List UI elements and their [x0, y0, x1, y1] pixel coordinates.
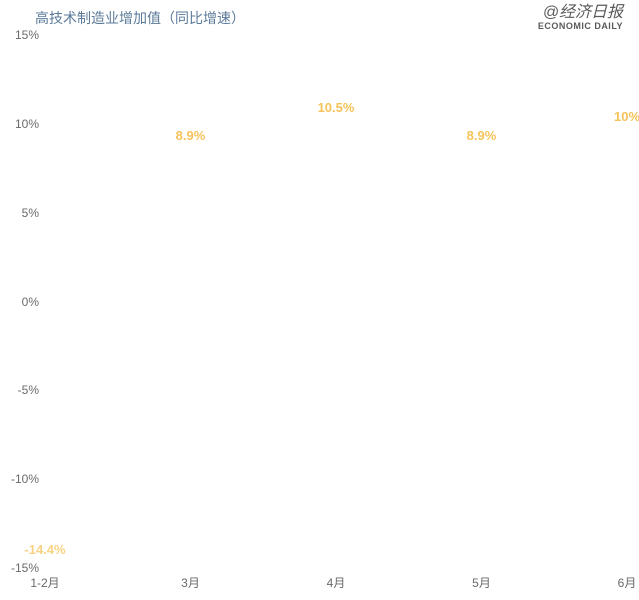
gridline [45, 124, 627, 125]
gridline [45, 390, 627, 391]
x-tick-label: 3月 [181, 574, 200, 591]
y-tick-label: 15% [15, 28, 39, 42]
x-tick-label: 4月 [327, 574, 346, 591]
y-tick-label: -5% [18, 383, 39, 397]
y-tick-label: -15% [11, 561, 39, 575]
data-point-label: 8.9% [467, 128, 497, 143]
data-point-label: 10% [614, 109, 639, 124]
y-tick-label: 0% [22, 295, 39, 309]
data-point-label: 8.9% [176, 128, 206, 143]
watermark-en-text: ECONOMIC DAILY [538, 22, 623, 32]
chart-title: 高技术制造业增加值（同比增速） [35, 8, 245, 28]
y-tick-label: -10% [11, 472, 39, 486]
gridline [45, 568, 627, 569]
y-tick-label: 5% [22, 206, 39, 220]
y-tick-label: 10% [15, 117, 39, 131]
gridline [45, 302, 627, 303]
x-tick-label: 5月 [472, 574, 491, 591]
data-point-label: -14.4% [24, 542, 65, 557]
watermark: @经济日报 ECONOMIC DAILY [538, 4, 623, 31]
x-tick-label: 1-2月 [30, 574, 59, 591]
watermark-cn-text: @经济日报 [538, 4, 623, 22]
plot-area: 15%10%5%0%-5%-10%-15%1-2月3月4月5月6月-14.4%8… [45, 35, 627, 568]
gridline [45, 479, 627, 480]
x-tick-label: 6月 [618, 574, 637, 591]
data-point-label: 10.5% [318, 100, 355, 115]
gridline [45, 213, 627, 214]
gridline [45, 35, 627, 36]
